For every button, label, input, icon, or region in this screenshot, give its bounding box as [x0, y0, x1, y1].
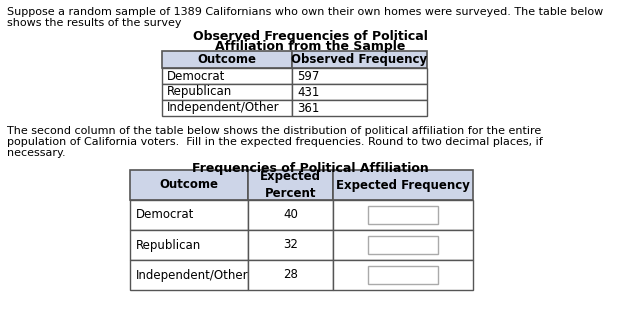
Bar — [162, 84, 292, 100]
Bar — [248, 260, 333, 290]
Text: 40: 40 — [283, 209, 298, 221]
Bar — [162, 100, 292, 116]
Bar — [368, 266, 438, 284]
Text: 361: 361 — [297, 102, 319, 115]
Text: Republican: Republican — [136, 239, 201, 251]
Bar — [130, 260, 248, 290]
Text: necessary.: necessary. — [7, 148, 66, 158]
Bar — [248, 170, 333, 200]
Text: Outcome: Outcome — [160, 179, 219, 191]
Bar — [292, 84, 427, 100]
Bar — [292, 100, 427, 116]
Text: Independent/Other: Independent/Other — [167, 102, 280, 115]
Text: Frequencies of Political Affiliation: Frequencies of Political Affiliation — [192, 162, 428, 175]
Text: 431: 431 — [297, 85, 319, 98]
Bar — [130, 200, 248, 230]
Text: Democrat: Democrat — [167, 70, 225, 82]
Text: 32: 32 — [283, 239, 298, 251]
Text: Independent/Other: Independent/Other — [136, 269, 249, 281]
Text: Expected
Percent: Expected Percent — [260, 170, 321, 200]
Bar — [292, 51, 427, 68]
Bar — [368, 236, 438, 254]
Text: Democrat: Democrat — [136, 209, 194, 221]
Bar — [162, 51, 292, 68]
Text: shows the results of the survey: shows the results of the survey — [7, 18, 181, 28]
Bar — [130, 230, 248, 260]
Bar — [333, 260, 473, 290]
Bar — [162, 68, 292, 84]
Bar — [248, 200, 333, 230]
Text: Observed Frequencies of Political: Observed Frequencies of Political — [193, 30, 428, 43]
Bar — [333, 230, 473, 260]
Text: 28: 28 — [283, 269, 298, 281]
Text: The second column of the table below shows the distribution of political affilia: The second column of the table below sho… — [7, 126, 541, 136]
Text: Affiliation from the Sample: Affiliation from the Sample — [215, 40, 405, 53]
Text: Outcome: Outcome — [197, 53, 256, 66]
Bar — [368, 206, 438, 224]
Text: 597: 597 — [297, 70, 319, 82]
Bar — [248, 230, 333, 260]
Text: population of California voters.  Fill in the expected frequencies. Round to two: population of California voters. Fill in… — [7, 137, 543, 147]
Bar — [130, 170, 248, 200]
Bar — [292, 68, 427, 84]
Bar — [333, 170, 473, 200]
Text: Republican: Republican — [167, 85, 232, 98]
Text: Suppose a random sample of 1389 Californians who own their own homes were survey: Suppose a random sample of 1389 Californ… — [7, 7, 604, 17]
Text: Expected Frequency: Expected Frequency — [336, 179, 470, 191]
Text: Observed Frequency: Observed Frequency — [292, 53, 428, 66]
Bar — [333, 200, 473, 230]
